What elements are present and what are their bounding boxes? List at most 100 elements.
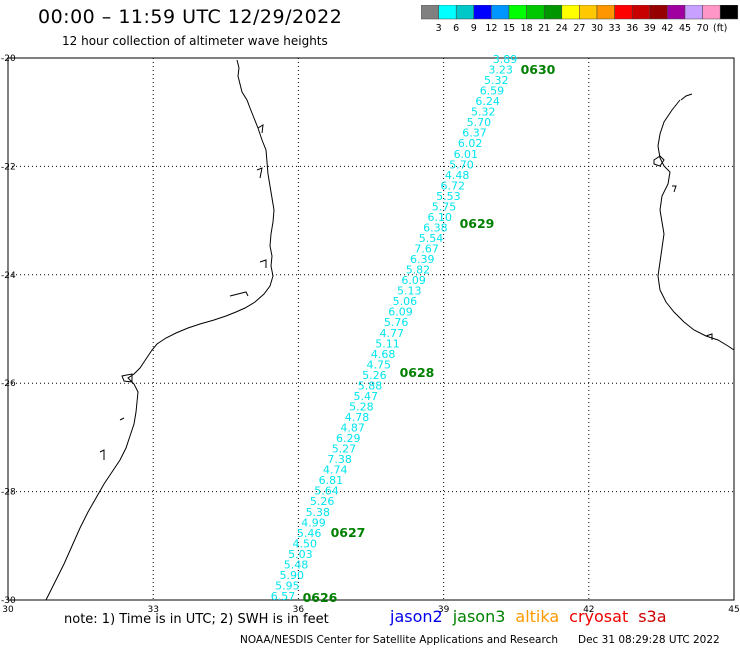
satellite-name: s3a: [638, 607, 667, 626]
wave-height-label: 5.70: [467, 116, 492, 129]
wave-height-label: 5.32: [484, 74, 509, 87]
wave-height-label: 5.46: [297, 527, 322, 540]
track-time-label: 0626: [303, 590, 338, 605]
wave-height-label: 6.09: [401, 274, 426, 287]
wave-height-label: 6.24: [475, 95, 500, 108]
wave-height-label: 4.87: [340, 422, 365, 435]
wave-height-label: 5.26: [362, 369, 387, 382]
coastline-detail: [256, 167, 263, 179]
wave-height-label: 4.75: [367, 358, 392, 371]
legend-label: 27: [573, 23, 585, 34]
wave-height-label: 6.01: [454, 148, 479, 161]
track-time-labels: 0630 0629 0628 0627 0626: [303, 62, 556, 605]
wave-height-label: 5.13: [397, 285, 422, 298]
wave-height-label: 5.53: [436, 190, 461, 203]
wave-height-label: 5.38: [306, 506, 331, 519]
wave-height-label: 5.26: [310, 495, 335, 508]
wave-height-label: 6.38: [423, 221, 448, 234]
coastline-detail: [705, 333, 713, 340]
credit-text: NOAA/NESDIS Center for Satellite Applica…: [240, 634, 558, 646]
wave-height-label: 5.32: [471, 106, 496, 119]
wave-height-label: 6.37: [462, 127, 487, 140]
satellite-legend: jason2 jason3 altika cryosat s3a: [390, 607, 677, 626]
legend-label: 9: [471, 23, 477, 34]
coastline-detail: [99, 449, 105, 460]
latitude-tick-label: -30: [1, 596, 16, 606]
wave-height-label: 5.82: [406, 264, 431, 277]
wave-height-label: 6.72: [441, 179, 466, 192]
legend-label: 18: [521, 23, 533, 34]
satellite-name: jason2: [390, 607, 443, 626]
satellite-name: jason3: [452, 607, 506, 626]
wave-height-label: 5.47: [353, 390, 378, 403]
wave-height-label: 5.03: [288, 548, 313, 561]
color-legend: 3 6 9 12 15 18 21 24 27 30 33 36 39 42 45 70 (ft): [421, 5, 739, 34]
chart-title: 00:00 – 11:59 UTC 12/29/2022: [38, 6, 343, 28]
wave-height-label: 6.59: [480, 85, 505, 98]
wave-height-label: 4.99: [301, 516, 326, 529]
wave-height-label: 5.95: [275, 579, 300, 592]
coastline-detail: [259, 259, 267, 268]
legend-label: 30: [591, 23, 603, 34]
wave-height-label: 5.27: [332, 443, 357, 456]
wave-height-label: 3.89: [493, 53, 518, 66]
track-time-label: 0630: [521, 62, 556, 77]
latitude-tick-label: -20: [1, 54, 16, 64]
latitude-labels: -20 -22 -24 -26 -28 -30: [1, 54, 16, 606]
wave-height-label: 5.06: [393, 295, 418, 308]
map-gridlines: [8, 58, 734, 600]
wave-height-label: 5.75: [432, 200, 457, 213]
legend-label: 42: [661, 23, 673, 34]
latitude-tick-label: -28: [1, 488, 16, 498]
wave-height-label: 6.57: [271, 590, 296, 603]
coastline-detail: [229, 291, 249, 297]
madagascar-coastline: [680, 93, 693, 101]
wave-height-label: 5.70: [449, 158, 474, 171]
wave-height-label: 5.54: [419, 232, 444, 245]
longitude-labels: 30 33 36 39 42 45: [2, 605, 739, 615]
wave-height-label: 6.29: [336, 432, 361, 445]
wave-height-label: 5.11: [375, 337, 400, 350]
satellite-name: altika: [515, 607, 560, 626]
credit-line: NOAA/NESDIS Center for Satellite Applica…: [240, 634, 720, 646]
coastline: [45, 59, 735, 601]
coastline-detail: [672, 185, 677, 193]
track-time-label: 0628: [400, 365, 435, 380]
wave-height-label: 6.39: [410, 253, 435, 266]
legend-swatch: [719, 5, 739, 20]
legend-label: 6: [453, 23, 459, 34]
wave-height-label: 7.38: [327, 453, 352, 466]
wave-height-label: 6.81: [319, 474, 344, 487]
coastline-detail: [119, 417, 125, 421]
legend-label: 12: [485, 23, 497, 34]
wave-height-label: 5.90: [279, 569, 304, 582]
wave-height-label: 4.68: [371, 348, 396, 361]
wave-height-label: 5.48: [284, 558, 309, 571]
track-time-label: 0627: [331, 525, 366, 540]
longitude-tick-label: 33: [147, 605, 158, 615]
track-time-label: 0629: [460, 216, 495, 231]
latitude-tick-label: -22: [1, 162, 16, 172]
legend-label: 33: [609, 23, 621, 34]
coastline-detail: [257, 124, 264, 134]
wave-height-label: 5.28: [349, 400, 374, 413]
latitude-tick-label: -24: [1, 271, 16, 281]
africa-coastline: [45, 59, 275, 601]
legend-label: 15: [503, 23, 515, 34]
wave-height-label: 7.67: [414, 243, 439, 256]
legend-label: 36: [626, 23, 638, 34]
legend-label: 21: [538, 23, 550, 34]
wave-height-label: 5.64: [314, 485, 339, 498]
wave-height-label: 5.88: [358, 379, 383, 392]
wave-height-label: 4.50: [293, 537, 318, 550]
longitude-tick-label: 45: [728, 605, 739, 615]
wave-height-label: 6.02: [458, 137, 483, 150]
legend-label: 3: [436, 23, 442, 34]
legend-label: 24: [556, 23, 568, 34]
footnote: note: 1) Time is in UTC; 2) SWH is in fe…: [64, 612, 329, 627]
coastline-detail: [653, 155, 665, 167]
wave-height-label: 5.76: [384, 316, 409, 329]
wave-height-label: 4.74: [323, 464, 348, 477]
longitude-tick-label: 39: [438, 605, 450, 615]
legend-label: 45: [679, 23, 691, 34]
